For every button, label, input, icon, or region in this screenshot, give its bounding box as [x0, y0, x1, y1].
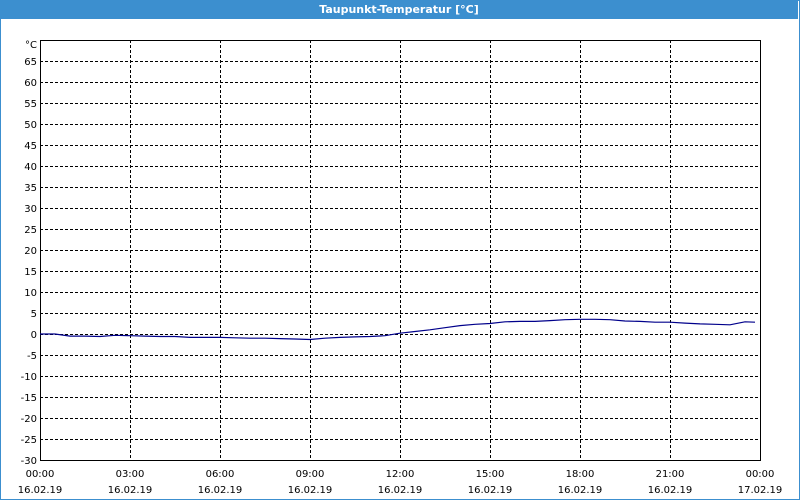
- y-tick-label: -30: [21, 456, 37, 467]
- x-tick-date: 16.02.19: [108, 485, 153, 496]
- y-tick-label: 0: [31, 330, 37, 341]
- y-tick-label: -5: [27, 351, 37, 362]
- x-tick-time: 21:00: [656, 469, 685, 480]
- y-tick-label: 65: [24, 57, 37, 68]
- x-tick-time: 18:00: [566, 469, 595, 480]
- x-tick-time: 06:00: [206, 469, 235, 480]
- y-tick-label: 35: [24, 183, 37, 194]
- y-tick-label: 10: [24, 288, 37, 299]
- x-tick-date: 16.02.19: [288, 485, 333, 496]
- y-tick-label: -20: [21, 414, 37, 425]
- x-tick-time: 12:00: [386, 469, 415, 480]
- y-tick-label: 30: [24, 204, 37, 215]
- y-tick-label: 60: [24, 78, 37, 89]
- y-tick-label: 15: [24, 267, 37, 278]
- x-tick-time: 09:00: [296, 469, 325, 480]
- x-tick-time: 15:00: [476, 469, 505, 480]
- series-line: [40, 318, 756, 341]
- y-tick-label: 55: [24, 99, 37, 110]
- x-tick-date: 16.02.19: [468, 485, 513, 496]
- x-tick-time: 03:00: [116, 469, 145, 480]
- y-tick-label: 20: [24, 246, 37, 257]
- x-tick-date: 16.02.19: [18, 485, 63, 496]
- y-tick-label: 40: [24, 162, 37, 173]
- chart-title: Taupunkt-Temperatur [°C]: [0, 0, 798, 19]
- x-tick-time: 00:00: [746, 469, 775, 480]
- y-tick-label: -25: [21, 435, 37, 446]
- x-tick-date: 16.02.19: [558, 485, 603, 496]
- y-axis-unit: °C: [25, 40, 37, 51]
- y-tick-label: -10: [21, 372, 37, 383]
- y-tick-label: 25: [24, 225, 37, 236]
- y-tick-label: 45: [24, 141, 37, 152]
- x-tick-date: 16.02.19: [198, 485, 243, 496]
- x-tick-time: 00:00: [26, 469, 55, 480]
- y-tick-label: 5: [31, 309, 37, 320]
- x-tick-date: 17.02.19: [738, 485, 783, 496]
- plot-border: [40, 40, 761, 461]
- x-tick-date: 16.02.19: [378, 485, 423, 496]
- y-tick-label: 50: [24, 120, 37, 131]
- y-tick-label: -15: [21, 393, 37, 404]
- x-tick-date: 16.02.19: [648, 485, 693, 496]
